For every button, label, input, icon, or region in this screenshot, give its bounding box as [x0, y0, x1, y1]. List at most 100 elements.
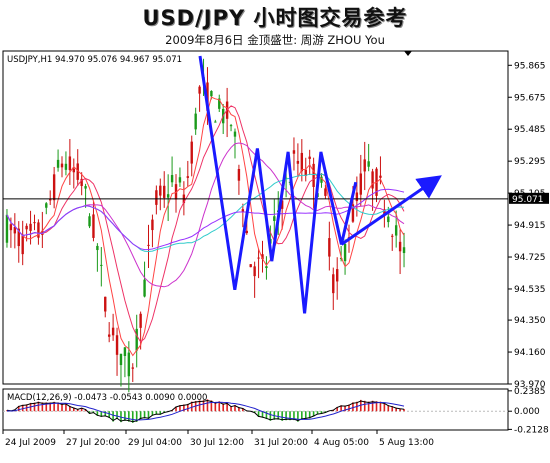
candle-body [391, 235, 394, 237]
candle-body [159, 185, 162, 196]
candle-body [324, 188, 327, 196]
candle-body [21, 234, 24, 255]
candle-body [115, 335, 119, 355]
candle-body [328, 238, 331, 257]
macd-label: MACD(12,26,9) -0.0473 -0.0543 0.0090 0.0… [7, 393, 207, 403]
price-tick-label: 95.865 [514, 61, 546, 71]
candle-body [76, 163, 79, 180]
candle-body [229, 125, 233, 127]
candle-body [100, 264, 103, 266]
candle-body [379, 175, 382, 178]
candle-body [233, 131, 237, 137]
candle-body [155, 190, 158, 205]
ohlc-label: USDJPY,H1 94.970 95.076 94.967 95.071 [7, 55, 182, 65]
candle-body [359, 173, 362, 195]
price-tick-label: 94.350 [514, 316, 546, 326]
candle-body [49, 198, 52, 201]
macd-signal-line [7, 401, 405, 421]
candle-body [33, 222, 36, 224]
current-price-tag [509, 192, 549, 204]
candle-body [29, 223, 32, 231]
candle-body [210, 90, 213, 97]
candle-body [13, 226, 17, 234]
candle-body [166, 194, 170, 198]
candle-body [265, 266, 268, 269]
candle-body [25, 225, 28, 230]
candle-body [339, 258, 343, 260]
chart-title: USD/JPY 小时图交易参考 [142, 6, 408, 30]
candle-body [249, 264, 252, 268]
candle-body [402, 247, 406, 254]
candle-body [273, 216, 276, 221]
candle-body [88, 216, 91, 227]
candle-body [139, 313, 142, 328]
candle-body [261, 254, 264, 260]
candle-body [241, 209, 245, 212]
zigzag-trendline [198, 55, 358, 314]
candle-body [284, 177, 288, 179]
candle-body [198, 86, 201, 94]
candle-body [190, 141, 193, 164]
price-tick-label: 95.295 [514, 157, 546, 167]
candle-body [218, 98, 221, 109]
candle-body [300, 152, 304, 172]
candle-body [151, 219, 154, 231]
candle-body [147, 244, 150, 246]
price-tick-label: 94.725 [514, 253, 546, 263]
candle-body [351, 204, 355, 222]
moving-average-line [6, 105, 405, 343]
candle-body [45, 203, 48, 208]
macd-panel [2, 388, 509, 431]
candle-body [292, 150, 296, 154]
candle-body [355, 192, 359, 202]
candle-body [343, 243, 347, 262]
projection-arrow [340, 175, 442, 246]
candle-body [312, 163, 315, 187]
candle-body [111, 327, 115, 336]
candle-body [84, 186, 87, 189]
candle-body [387, 216, 390, 223]
time-tick-label: 27 Jul 20:00 [66, 438, 120, 448]
macd-tick-label: 0.2385 [514, 387, 546, 397]
candle-body [80, 178, 83, 187]
moving-averages-layer [6, 96, 405, 357]
candle-body [371, 171, 374, 189]
candle-body [194, 113, 197, 130]
candle-body [56, 159, 60, 168]
period-marker-icon [404, 51, 412, 56]
candle-body [336, 269, 339, 282]
candle-body [92, 214, 95, 238]
time-tick-label: 29 Jul 04:00 [128, 438, 182, 448]
candle-body [245, 230, 248, 234]
candle-body [72, 168, 75, 173]
time-tick-label: 31 Jul 20:00 [254, 438, 308, 448]
candle-body [68, 156, 72, 171]
time-tick-label: 30 Jul 12:00 [190, 438, 244, 448]
axes-layer: 95.86595.67595.48595.29595.10594.91594.7… [2, 61, 549, 448]
candle-body [304, 169, 307, 176]
current-price-label: 95.071 [512, 195, 544, 205]
candle-body [398, 241, 402, 252]
macd-layer [3, 399, 508, 423]
candle-body [178, 177, 182, 183]
candle-body [163, 185, 166, 198]
price-tick-label: 94.915 [514, 221, 546, 231]
candle-body [237, 169, 241, 181]
moving-average-line [6, 188, 405, 251]
candle-body [186, 176, 190, 178]
candle-body [363, 159, 366, 172]
candle-body [60, 163, 64, 168]
candle-body [37, 222, 40, 238]
candle-body [123, 347, 127, 356]
candle-body [127, 352, 131, 377]
macd-tick-label: 0.000 [514, 407, 540, 417]
candle-body [257, 257, 260, 259]
chart-subtitle: 2009年8月6日 金顶盛世: 周游 ZHOU You [165, 33, 385, 47]
candle-body [104, 296, 107, 312]
price-tick-label: 95.675 [514, 93, 546, 103]
price-tick-label: 94.160 [514, 348, 546, 358]
candle-body [253, 266, 256, 277]
candle-body [5, 214, 9, 243]
